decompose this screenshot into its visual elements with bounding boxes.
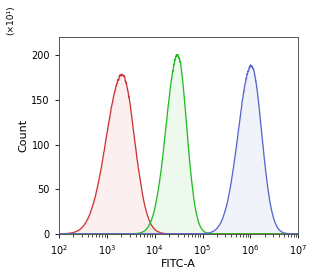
X-axis label: FITC-A: FITC-A: [161, 259, 196, 270]
Text: (×10¹): (×10¹): [6, 6, 15, 35]
Y-axis label: Count: Count: [18, 119, 28, 152]
